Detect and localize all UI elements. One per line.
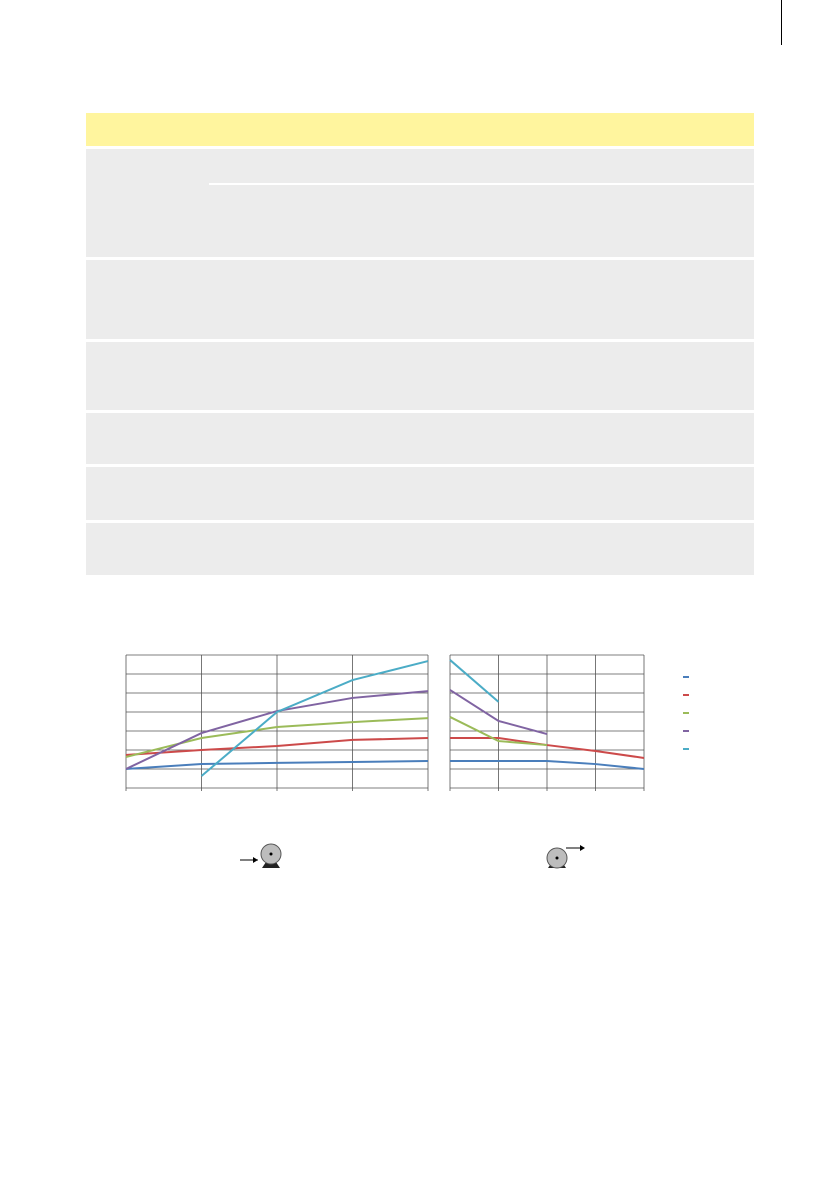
table-row	[86, 342, 754, 410]
table-row	[86, 467, 754, 520]
table-row	[86, 523, 754, 575]
pump-icon-outlet	[546, 845, 585, 869]
table-row	[86, 149, 754, 257]
series-line	[449, 716, 548, 747]
series-line	[450, 760, 645, 770]
table-row	[86, 260, 754, 339]
row-divider	[209, 183, 754, 185]
series-line	[125, 737, 429, 756]
series-line	[449, 689, 548, 736]
pump-icon-inlet	[240, 843, 282, 868]
series-line	[449, 659, 500, 703]
table-header	[86, 113, 754, 146]
series-line	[125, 760, 429, 770]
series-line	[200, 660, 429, 777]
table-row	[86, 413, 754, 464]
edge-mark	[781, 0, 782, 45]
